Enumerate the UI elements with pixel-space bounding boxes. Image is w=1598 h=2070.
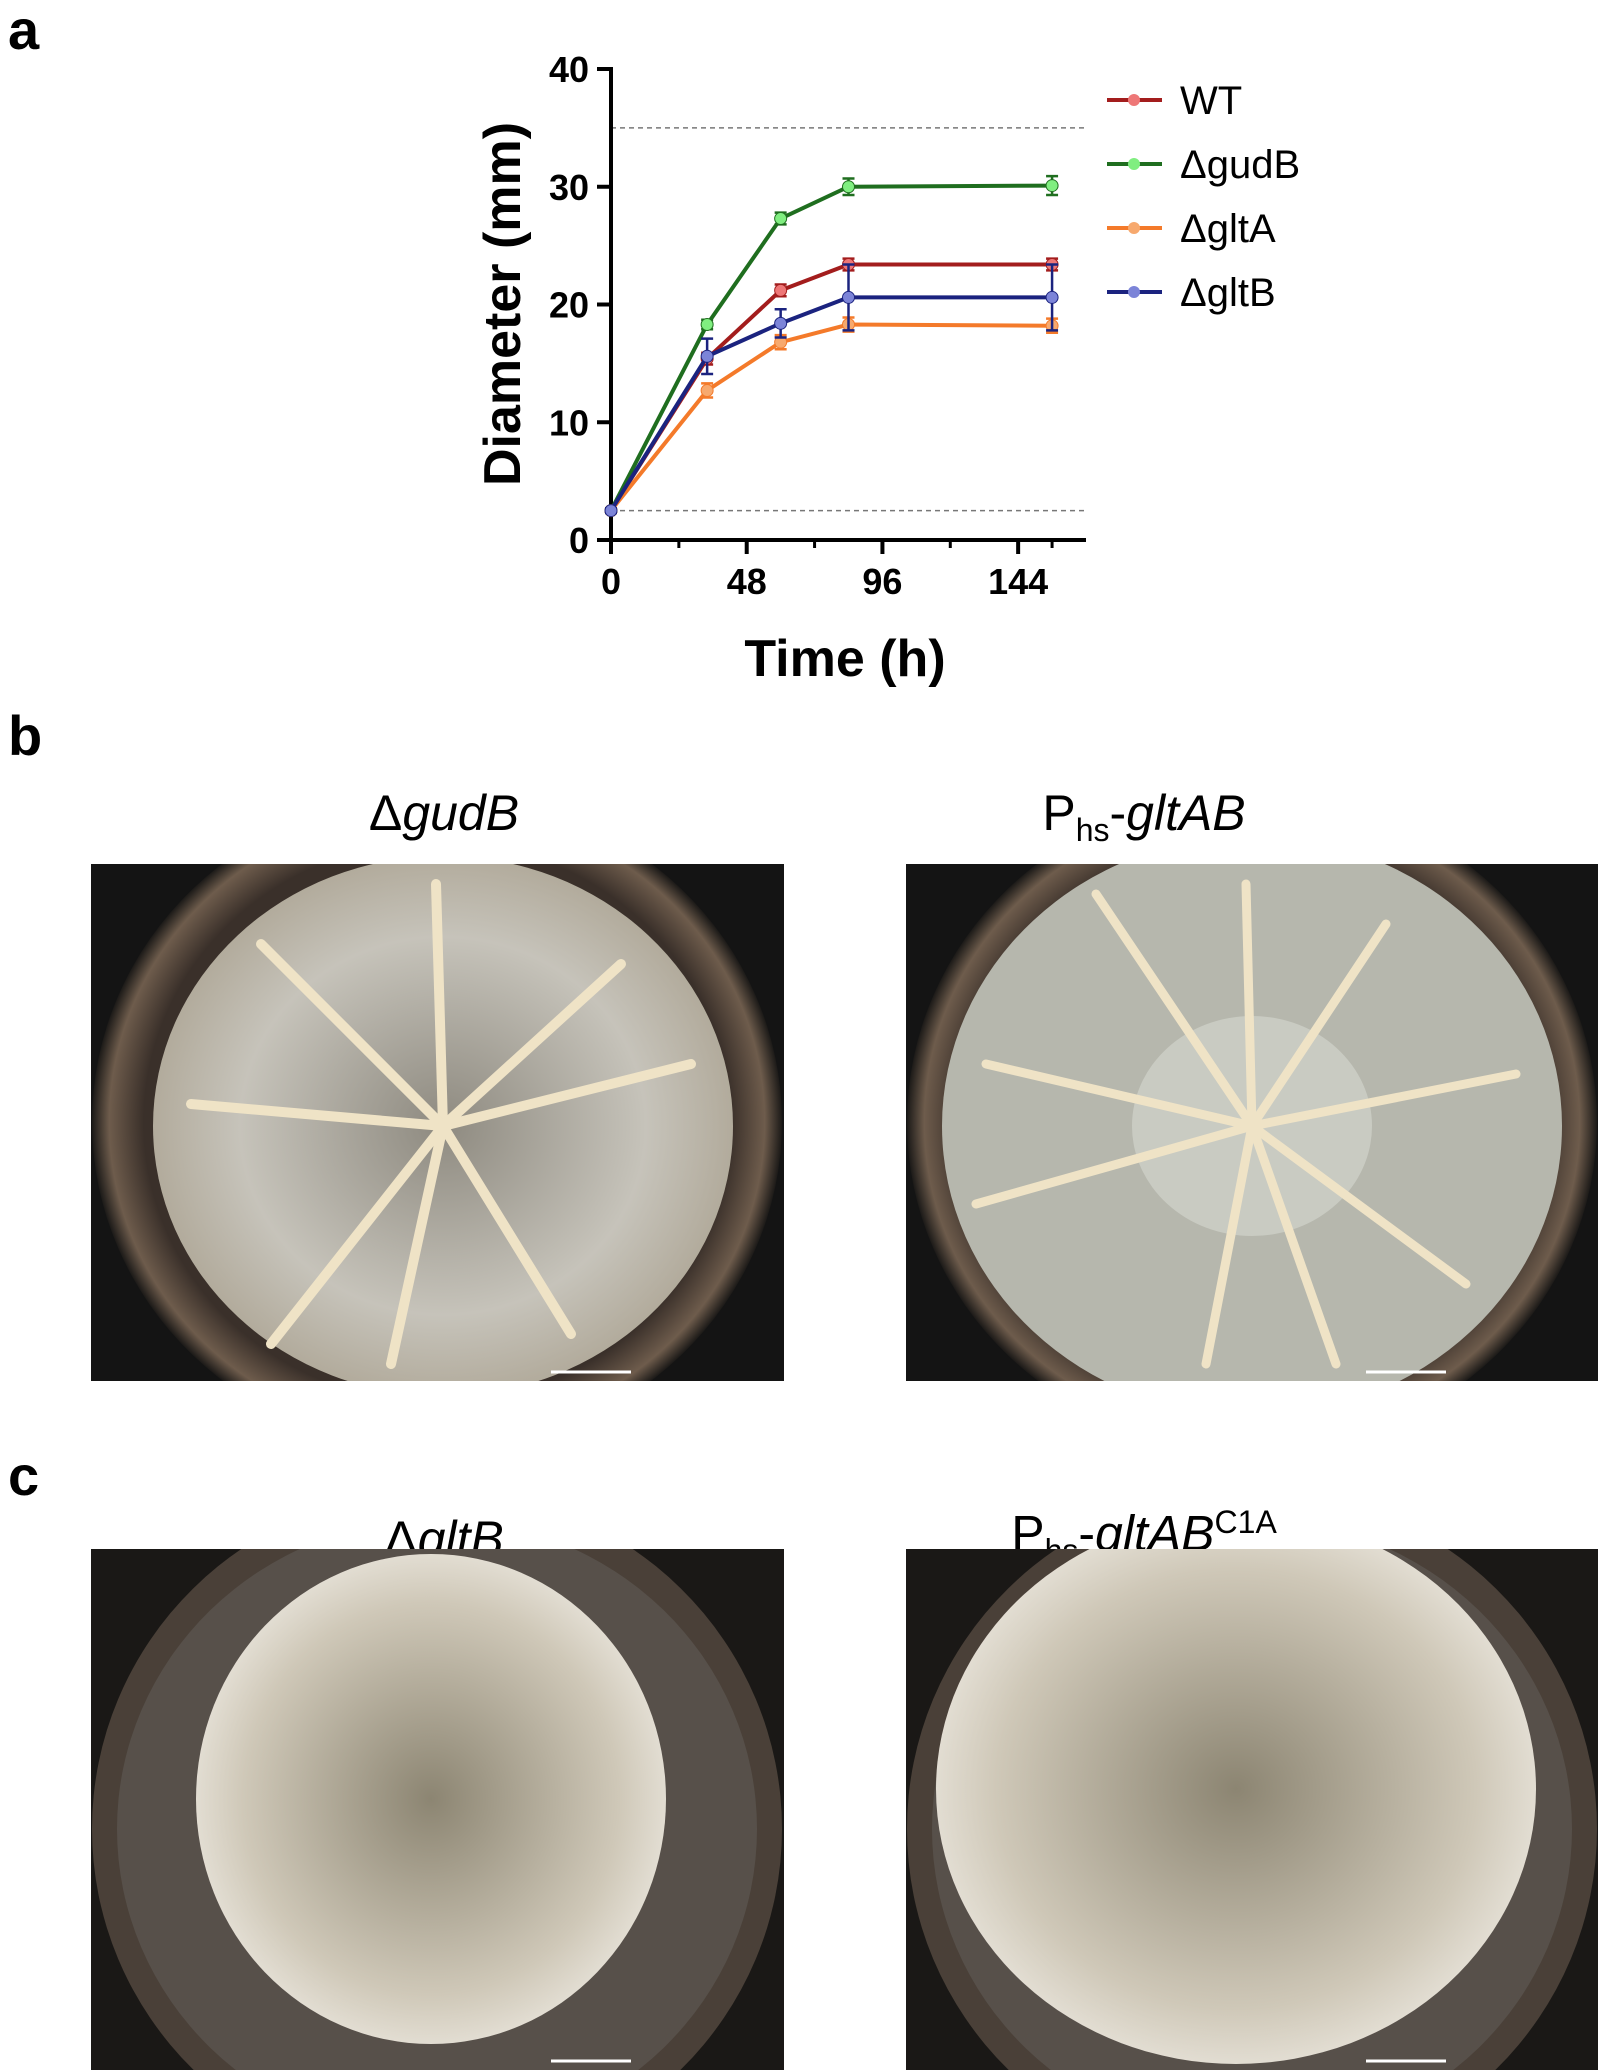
marker bbox=[1045, 179, 1059, 193]
legend-label: ΔgltB bbox=[1180, 271, 1276, 315]
series-line bbox=[609, 262, 1053, 512]
legend-label: ΔgudB bbox=[1180, 143, 1300, 187]
y-tick-label: 0 bbox=[569, 520, 589, 561]
marker bbox=[842, 180, 855, 194]
y-tick-label: 10 bbox=[549, 402, 589, 443]
caption-part: - bbox=[1109, 785, 1127, 841]
photo bbox=[91, 864, 784, 1381]
x-tick-label: 144 bbox=[988, 561, 1048, 602]
panel-label: c bbox=[8, 1444, 40, 1507]
marker bbox=[774, 316, 788, 330]
y-axis-label: Diameter (mm) bbox=[474, 122, 532, 486]
x-tick-label: 96 bbox=[862, 561, 902, 602]
marker bbox=[774, 212, 788, 226]
marker bbox=[774, 283, 788, 297]
x-tick-label: 48 bbox=[727, 561, 767, 602]
caption: Phs-gltAB bbox=[1042, 788, 1245, 846]
caption-part: C1A bbox=[1214, 1504, 1277, 1540]
caption-part: - bbox=[1078, 1505, 1096, 1562]
photo bbox=[906, 864, 1598, 1381]
caption-part: Δ bbox=[368, 785, 403, 841]
series-line bbox=[609, 183, 1053, 512]
marker bbox=[842, 290, 855, 304]
caption: ΔgudB bbox=[369, 788, 519, 838]
series-line bbox=[609, 322, 1053, 512]
chart: 0 10 20 30 40 0 48 96 144 Time (h) Diameter (mm) WT… bbox=[474, 49, 1300, 688]
legend-marker bbox=[1128, 158, 1140, 170]
marker bbox=[700, 318, 714, 332]
legend-marker bbox=[1128, 286, 1140, 298]
legend-marker bbox=[1128, 222, 1140, 234]
caption-part: gudB bbox=[402, 785, 520, 841]
legend-label: WT bbox=[1180, 79, 1242, 123]
caption-part: P bbox=[1042, 785, 1076, 841]
y-tick-label: 30 bbox=[549, 167, 589, 208]
x-axis-label: Time (h) bbox=[744, 630, 945, 688]
marker bbox=[604, 504, 618, 518]
y-tick-label: 40 bbox=[549, 49, 589, 90]
panel-label: a bbox=[8, 0, 40, 61]
x-tick-label: 0 bbox=[601, 561, 621, 602]
legend-label: ΔgltA bbox=[1180, 207, 1276, 251]
photo bbox=[91, 1549, 784, 2070]
photo bbox=[906, 1549, 1598, 2070]
y-tick-label: 20 bbox=[549, 285, 589, 326]
caption-part: hs bbox=[1075, 812, 1110, 848]
legend-marker bbox=[1128, 94, 1140, 106]
marker bbox=[700, 349, 714, 363]
marker bbox=[1045, 290, 1059, 304]
caption-part: gltAB bbox=[1126, 785, 1246, 841]
panel-label: b bbox=[8, 704, 43, 767]
marker bbox=[700, 383, 714, 397]
